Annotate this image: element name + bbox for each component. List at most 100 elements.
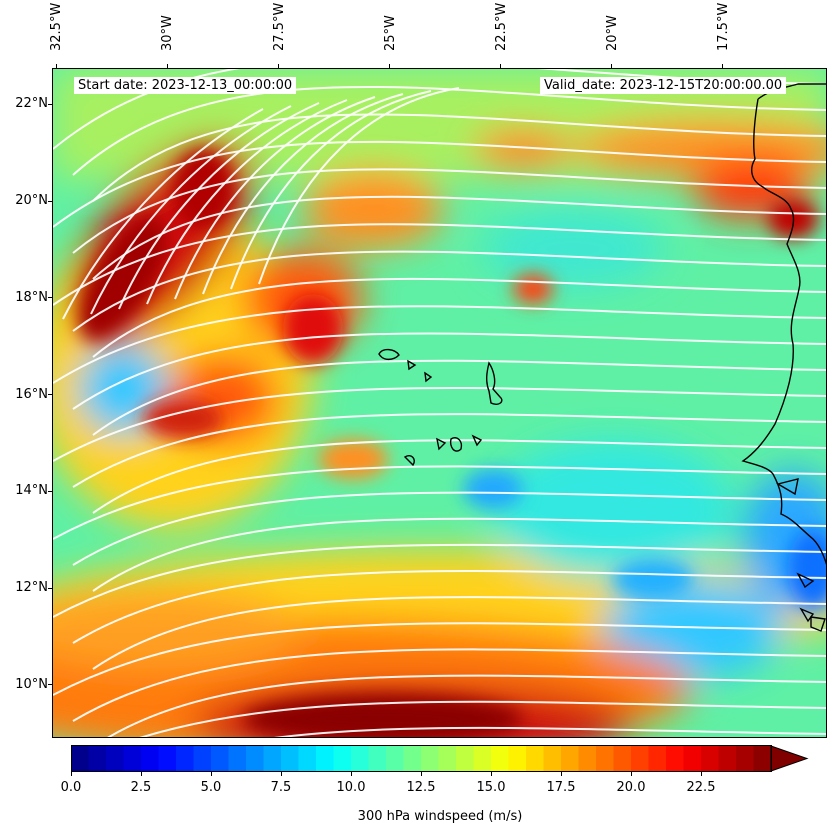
colorbar-tick-mark — [420, 772, 422, 776]
colorbar-bin — [421, 746, 440, 772]
streamline — [72, 250, 826, 332]
streamline — [230, 90, 432, 290]
lon-tick-text: 17.5°W — [715, 2, 731, 51]
colorbar-tick-label: 15.0 — [476, 780, 506, 795]
colorbar-bin — [316, 746, 335, 772]
lat-tick-label: 22°N — [15, 96, 48, 112]
streamline — [72, 168, 826, 254]
lon-tick-mark — [722, 64, 724, 68]
colorbar-bin — [263, 746, 282, 772]
colorbar-tick-label: 7.5 — [270, 780, 292, 795]
colorbar-bin — [141, 746, 160, 772]
streamline — [92, 277, 826, 358]
colorbar-bin — [648, 746, 667, 772]
streamline — [258, 87, 460, 285]
lon-tick-label: 20°W — [604, 0, 620, 66]
colorbar-bin — [631, 746, 650, 772]
lon-tick-mark — [500, 64, 502, 68]
start-date-label: Start date: 2023-12-13_00:00:00 — [74, 77, 297, 94]
lon-tick-label: 25°W — [382, 0, 398, 66]
streamline — [92, 517, 826, 592]
colorbar-bin — [456, 746, 475, 772]
lat-tick-label: 20°N — [15, 193, 48, 209]
colorbar-bin — [176, 746, 195, 772]
colorbar-bin — [71, 746, 90, 772]
lon-tick-mark — [278, 64, 279, 68]
colorbar-bin — [246, 746, 265, 772]
colorbar-bin — [106, 746, 125, 772]
streamline — [62, 108, 264, 320]
streamline — [92, 195, 826, 280]
colorbar-bin — [211, 746, 230, 772]
streamline — [92, 359, 826, 436]
lon-tick-label: 17.5°W — [715, 0, 731, 66]
streamline — [72, 570, 826, 644]
colorbar-tick-mark — [210, 772, 212, 776]
coastline — [378, 83, 826, 632]
streamline — [90, 105, 292, 315]
colorbar-tick-label: 12.5 — [406, 780, 436, 795]
streamline — [92, 113, 826, 202]
colorbar-tick-label: 22.5 — [686, 780, 716, 795]
lat-tick-mark — [48, 103, 52, 105]
streamline — [53, 305, 826, 384]
colorbar-tick-label: 5.0 — [200, 780, 222, 795]
lat-tick-mark — [48, 394, 52, 396]
colorbar-tick-mark — [70, 772, 72, 776]
streamline — [273, 726, 826, 737]
colorbar-bin — [526, 746, 545, 772]
colorbar-tick-mark — [490, 772, 492, 776]
colorbar-tick-mark — [140, 772, 142, 776]
colorbar-tick-label: 2.5 — [130, 780, 152, 795]
streamline — [53, 387, 826, 462]
lon-tick-label: 30°W — [159, 0, 175, 66]
colorbar-tick-label: 10.0 — [336, 780, 366, 795]
streamline — [174, 96, 376, 300]
colorbar-outline — [71, 745, 772, 772]
streamline — [92, 596, 826, 670]
valid-date-label: Valid_date: 2023-12-15T20:00:00.00 — [540, 77, 787, 94]
streamline — [107, 674, 826, 737]
colorbar-tick-label: 20.0 — [616, 780, 646, 795]
colorbar-bin — [718, 746, 737, 772]
streamline — [139, 700, 826, 737]
colorbar-bin — [403, 746, 422, 772]
lon-tick-label: 22.5°W — [493, 0, 509, 66]
colorbar-bin — [333, 746, 352, 772]
colorbar — [71, 745, 809, 772]
lat-tick-label: 12°N — [15, 580, 48, 596]
colorbar-bin — [228, 746, 247, 772]
colorbar-tick-mark — [350, 772, 352, 776]
lon-tick-mark — [389, 64, 391, 68]
lat-tick-mark — [48, 297, 52, 299]
lon-tick-text: 30°W — [160, 15, 176, 51]
streamline — [118, 102, 320, 310]
streamline — [53, 223, 826, 306]
colorbar-bin — [281, 746, 300, 772]
colorbar-tick-label: 0.0 — [60, 780, 82, 795]
colorbar-bin — [193, 746, 212, 772]
colorbar-bin — [508, 746, 527, 772]
colorbar-bin — [88, 746, 107, 772]
windspeed-detail — [79, 149, 826, 737]
lon-tick-mark — [166, 64, 168, 68]
lon-tick-text: 32.5°W — [49, 2, 65, 51]
lat-tick-mark — [48, 587, 52, 589]
streamline — [72, 85, 826, 176]
streamline — [72, 648, 826, 722]
streamline — [202, 93, 404, 295]
colorbar-bin — [438, 746, 457, 772]
colorbar-bin — [578, 746, 597, 772]
colorbar-bin — [351, 746, 370, 772]
colorbar-bin — [666, 746, 685, 772]
lat-tick-mark — [48, 490, 52, 492]
streamline — [53, 140, 826, 228]
colorbar-bin — [298, 746, 317, 772]
colorbar-bin — [386, 746, 405, 772]
lat-tick-label: 18°N — [15, 289, 48, 305]
colorbar-tick-mark — [630, 772, 632, 776]
colorbar-bin — [123, 746, 142, 772]
lat-tick-label: 10°N — [15, 676, 48, 692]
map-panel — [52, 68, 827, 738]
colorbar-tick-mark — [560, 772, 562, 776]
